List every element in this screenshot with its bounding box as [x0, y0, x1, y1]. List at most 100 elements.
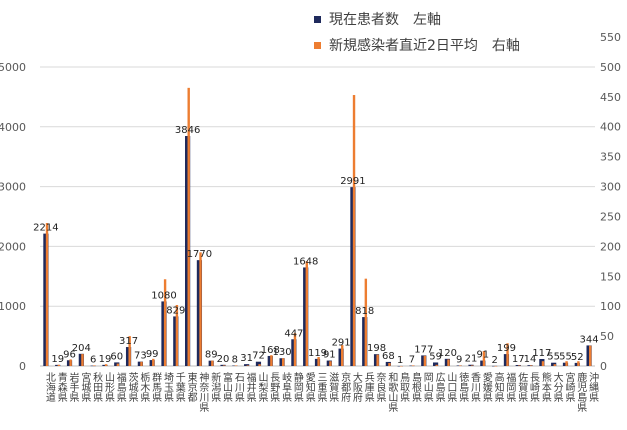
category-label: 茨城県	[126, 371, 138, 403]
data-label-current: 17	[512, 354, 525, 365]
bar-new-cases	[376, 354, 379, 366]
right-axis-tick-label: 350	[600, 151, 621, 164]
category-label: 大分県	[551, 371, 563, 403]
bar-new-cases	[577, 361, 580, 366]
bar-new-cases	[423, 355, 427, 366]
category-label: 神奈川県	[197, 371, 209, 413]
bar-new-cases	[329, 361, 332, 366]
data-label-current: 20	[217, 354, 230, 365]
category-label: 福井県	[244, 371, 256, 403]
category-label: 奈良県	[374, 371, 386, 403]
legend-label-new: 新規感染者直近2日平均 右軸	[329, 38, 520, 54]
bar-new-cases	[494, 366, 497, 367]
data-label-current: 19	[51, 354, 64, 365]
bar-new-cases	[57, 364, 61, 366]
data-label-current: 6	[90, 355, 96, 366]
data-label-current: 168	[261, 345, 280, 356]
data-label-current: 117	[532, 348, 551, 359]
category-label: 埼玉県	[161, 371, 173, 403]
bar-new-cases	[128, 336, 131, 366]
data-label-current: 8	[232, 355, 238, 366]
category-label: 高知県	[492, 371, 504, 403]
bar-current-patients	[255, 361, 262, 366]
bar-new-cases	[116, 363, 120, 366]
chart-legend: 現在患者数 左軸 新規感染者直近2日平均 右軸	[314, 6, 520, 58]
data-label-current: 99	[146, 349, 159, 360]
category-label: 島根県	[409, 371, 421, 403]
data-label-current: 120	[438, 348, 457, 359]
data-label-current: 204	[72, 343, 91, 354]
bar-new-cases	[506, 343, 509, 366]
category-label: 広島県	[433, 371, 445, 403]
category-label: 新潟県	[209, 371, 221, 403]
bar-new-cases	[211, 360, 214, 366]
left-axis-tick-label: 1000	[0, 300, 26, 313]
bar-new-cases	[281, 358, 285, 366]
category-label: 香川県	[469, 372, 481, 403]
category-label: 愛媛県	[480, 371, 492, 403]
data-label-current: 447	[284, 328, 303, 339]
data-label-current: 52	[571, 352, 584, 363]
bar-new-cases	[435, 364, 438, 366]
category-label: 山梨県	[256, 372, 268, 403]
category-label: 北海道	[43, 372, 55, 402]
data-label-current: 3846	[175, 125, 200, 136]
right-axis-tick-label: 150	[600, 270, 621, 283]
left-axis-tick-label: 4000	[0, 121, 26, 134]
data-label-current: 198	[367, 343, 386, 354]
data-label-current: 2214	[33, 223, 58, 234]
data-label-current: 73	[134, 351, 147, 362]
bar-new-cases	[140, 361, 143, 366]
data-label-current: 317	[119, 336, 138, 347]
bar-new-cases	[364, 278, 368, 366]
bar-new-cases	[69, 359, 72, 366]
bar-new-cases	[199, 252, 202, 366]
left-axis-tick-label: 3000	[0, 181, 26, 194]
bar-new-cases	[246, 365, 249, 366]
category-label: 長崎県	[528, 372, 540, 403]
category-label: 佐賀県	[516, 372, 528, 403]
bar-new-cases	[341, 345, 344, 366]
category-label: 滋賀県	[327, 371, 339, 403]
data-label-current: 344	[580, 334, 599, 345]
bar-new-cases	[447, 359, 450, 366]
category-label: 宮崎県	[563, 371, 575, 403]
category-label: 沖縄県	[587, 371, 599, 403]
bar-new-cases	[81, 354, 84, 366]
category-label: 長野県	[268, 372, 280, 403]
category-label: 岡山県	[421, 372, 433, 403]
data-label-current: 59	[429, 351, 442, 362]
bar-new-cases	[104, 364, 108, 366]
legend-label-current: 現在患者数 左軸	[329, 12, 441, 28]
bar-new-cases	[482, 351, 486, 366]
bar-new-cases	[529, 365, 533, 366]
data-label-current: 1080	[151, 290, 176, 301]
bar-new-cases	[222, 365, 226, 366]
category-label: 栃木県	[138, 371, 150, 403]
data-label-current: 2991	[340, 176, 365, 187]
data-label-current: 119	[308, 348, 327, 359]
right-axis-tick-label: 450	[600, 91, 621, 104]
data-label-current: 1	[397, 355, 403, 366]
data-label-current: 96	[63, 349, 76, 360]
bar-new-cases	[541, 361, 545, 366]
bar-new-cases	[565, 361, 568, 366]
bar-new-cases	[411, 365, 415, 366]
legend-item-current: 現在患者数 左軸	[314, 6, 520, 32]
right-axis-tick-label: 250	[600, 210, 621, 223]
data-label-current: 177	[414, 344, 433, 355]
category-label: 石川県	[232, 372, 244, 403]
bar-new-cases	[93, 365, 96, 366]
category-label: 宮城県	[79, 371, 91, 403]
data-label-current: 2	[491, 355, 497, 366]
category-label: 福岡県	[504, 371, 516, 403]
bar-new-cases	[187, 87, 190, 366]
category-label: 兵庫県	[362, 371, 374, 403]
legend-item-new: 新規感染者直近2日平均 右軸	[314, 32, 520, 58]
right-axis-tick-label: 50	[600, 330, 614, 343]
legend-swatch-current	[314, 15, 321, 23]
data-label-current: 130	[273, 347, 292, 358]
category-label: 岩手県	[67, 371, 79, 403]
right-axis-tick-label: 300	[600, 181, 621, 194]
bar-new-cases	[518, 365, 521, 366]
